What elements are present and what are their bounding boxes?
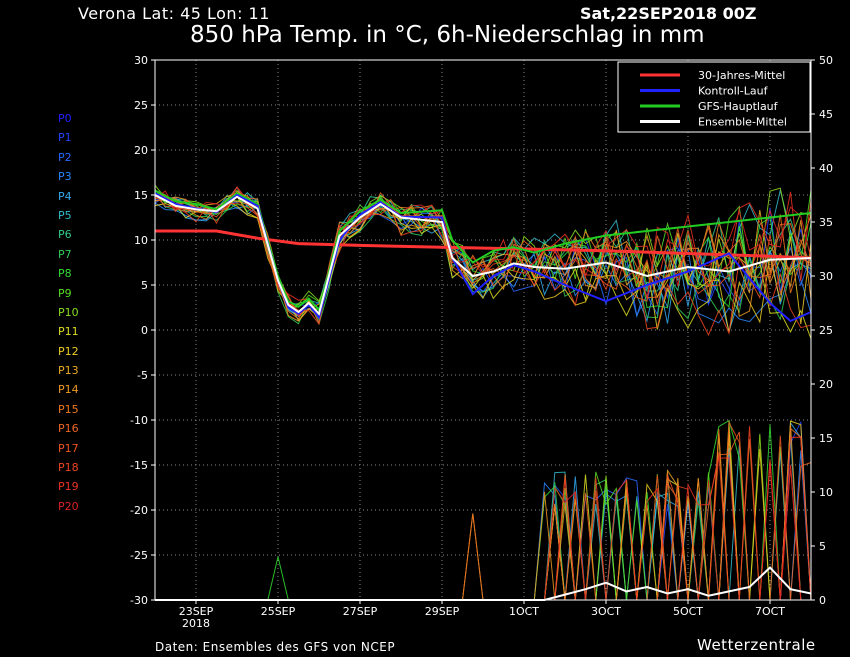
precip-member-line-p18: [155, 426, 811, 601]
y-left-tick-label: 15: [134, 189, 148, 202]
y-right-tick-label: 40: [819, 162, 833, 175]
y-right-tick-label: 10: [819, 486, 833, 499]
member-label-p9: P9: [58, 286, 72, 300]
x-tick-label: 3OCT: [591, 605, 621, 618]
member-label-p16: P16: [58, 422, 79, 436]
y-left-tick-label: 25: [134, 99, 148, 112]
member-label-p2: P2: [58, 150, 72, 164]
member-label-p17: P17: [58, 441, 79, 455]
x-tick-label: 25SEP: [261, 605, 296, 618]
member-label-p10: P10: [58, 305, 79, 319]
member-label-p1: P1: [58, 131, 72, 145]
y-left-tick-label: 0: [141, 324, 148, 337]
series-line-gfs-hauptlauf-temp: [154, 189, 812, 313]
member-label-p11: P11: [58, 325, 79, 339]
y-right-tick-label: 35: [819, 216, 833, 229]
member-label-p5: P5: [58, 208, 72, 222]
y-left-tick-label: -20: [130, 504, 148, 517]
y-left-tick-label: -10: [130, 414, 148, 427]
run-date-label: Sat,22SEP2018 00Z: [580, 4, 757, 23]
y-left-tick-label: 10: [134, 234, 148, 247]
x-tick-label: 5OCT: [673, 605, 703, 618]
legend-label: GFS-Hauptlauf: [698, 100, 779, 113]
y-right-tick-label: 45: [819, 108, 833, 121]
y-right-tick-label: 50: [819, 54, 833, 67]
legend-label: Kontroll-Lauf: [698, 85, 769, 98]
data-source-label: Daten: Ensembles des GFS von NCEP: [155, 640, 396, 654]
legend-label: Ensemble-Mittel: [698, 116, 787, 129]
y-left-tick-label: -5: [137, 369, 148, 382]
ensemble-member-line-p12: [154, 200, 812, 333]
y-left-tick-label: -25: [130, 549, 148, 562]
member-label-p7: P7: [58, 247, 72, 261]
location-label: Verona Lat: 45 Lon: 11: [78, 4, 270, 23]
series-line-30-jahres-mittel-temp: [155, 229, 812, 260]
series-line-ensemble-mittel-precip: [155, 566, 812, 601]
y-left-tick-label: -30: [130, 594, 148, 607]
y-right-tick-label: 30: [819, 270, 833, 283]
brand-label: Wetterzentrale: [697, 636, 816, 654]
chart-title: 850 hPa Temp. in °C, 6h-Niederschlag in …: [190, 22, 705, 48]
x-tick-label: 1OCT: [509, 605, 539, 618]
member-label-p19: P19: [58, 480, 79, 494]
legend-label: 30-Jahres-Mittel: [698, 69, 785, 82]
y-right-tick-label: 25: [819, 324, 833, 337]
member-label-p8: P8: [58, 267, 72, 281]
precip-member-line-p10: [155, 433, 811, 601]
member-label-p15: P15: [58, 402, 79, 416]
y-right-tick-label: 5: [819, 540, 826, 553]
x-tick-label: 27SEP: [343, 605, 378, 618]
x-tick-label: 7OCT: [755, 605, 785, 618]
precip-member-line-p4: [155, 421, 812, 601]
y-left-tick-label: 5: [141, 279, 148, 292]
member-label-p4: P4: [58, 189, 72, 203]
member-label-p18: P18: [58, 461, 79, 475]
ensemble-member-list: P0 P1 P2 P3 P4 P5 P6 P7 P8 P9 P10 P11 P12 P13 P14 P15 P1…: [58, 109, 79, 516]
member-label-p0: P0: [58, 112, 72, 125]
y-left-tick-label: 20: [134, 144, 148, 157]
x-tick-label: 29SEP: [425, 605, 460, 618]
y-left-tick-label: 30: [134, 54, 148, 67]
member-label-p20: P20: [58, 499, 79, 513]
precip-member-line-p17: [155, 420, 811, 601]
y-right-tick-label: 15: [819, 432, 833, 445]
x-tick-sublabel: 2018: [182, 617, 210, 630]
x-tick-label: 23SEP: [179, 605, 214, 618]
member-label-p3: P3: [58, 170, 72, 184]
member-label-p13: P13: [58, 364, 79, 378]
member-label-p14: P14: [58, 383, 79, 397]
member-label-p6: P6: [58, 228, 72, 242]
y-right-tick-label: 20: [819, 378, 833, 391]
precip-member-line-p12: [155, 420, 812, 601]
series-line-ensemble-mittel-temp: [154, 194, 812, 316]
precip-member-line-p1: [155, 421, 812, 601]
y-right-tick-label: 0: [819, 594, 826, 607]
precip-member-line-p14: [155, 424, 811, 601]
member-label-p12: P12: [58, 344, 79, 358]
y-left-tick-label: -15: [130, 459, 148, 472]
